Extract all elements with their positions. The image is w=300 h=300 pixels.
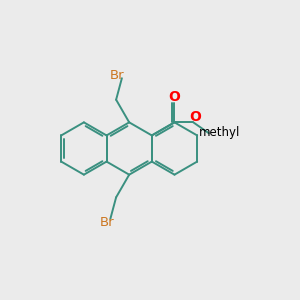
Text: O: O <box>169 90 180 104</box>
Text: Br: Br <box>110 69 125 82</box>
Text: methyl: methyl <box>200 126 241 139</box>
Text: O: O <box>190 110 201 124</box>
Text: Br: Br <box>100 216 115 229</box>
